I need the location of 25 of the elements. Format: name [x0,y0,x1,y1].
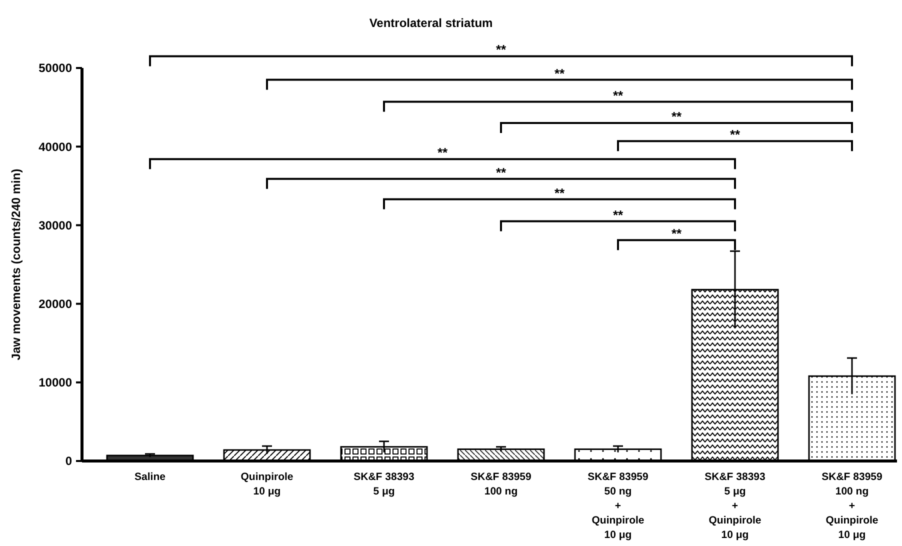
y-tick-label: 20000 [38,297,72,311]
y-tick-label: 30000 [38,218,72,232]
x-tick-label: SK&F 83959 50 ng + Quinpirole 10 μg [588,471,649,541]
x-tick-label: SK&F 83959 100 ng [470,471,532,498]
x-tick-label: SK&F 38393 5 μg [354,471,415,498]
annotation: ** [437,145,448,160]
x-tick-label: SK&F 83959 100 ng + Quinpirole 10 μg [822,471,883,541]
annotation: ** [730,127,741,142]
annotation: ** [554,185,566,200]
annotation: ** [554,66,566,81]
x-tick-label: SK&F 38393 5 μg + Quinpirole 10 μg [704,471,766,541]
annotation: ** [496,164,507,180]
chart-title: Ventrolateral striatum [369,16,493,30]
x-tick-label: Quinpirole 10 μg [240,471,294,498]
annotation: ** [612,88,624,103]
y-tick-label: 10000 [38,376,72,390]
annotation: ** [612,207,624,222]
annotation: ** [671,226,682,242]
y-tick-label: 40000 [38,140,72,154]
y-tick-label: 50000 [38,61,72,76]
y-tick-label: 0 [65,454,72,468]
annotation: ** [671,109,682,124]
text: ** [496,42,507,58]
y-axis-title: Jaw movements (counts/240 min) [9,168,23,360]
x-tick-label: Saline [134,471,166,483]
